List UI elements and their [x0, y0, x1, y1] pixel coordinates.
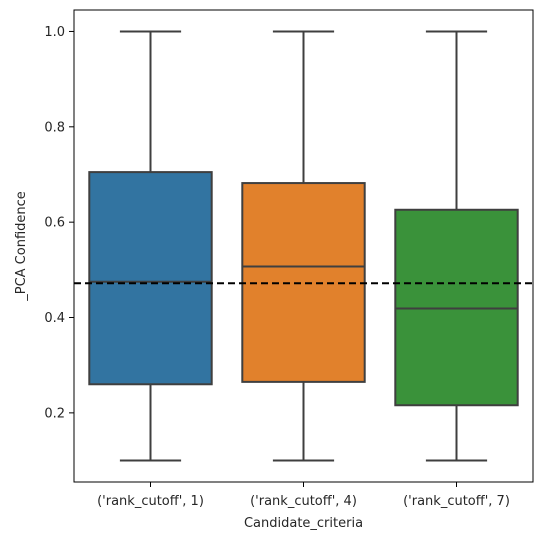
x-tick-label: ('rank_cutoff', 7) — [403, 494, 510, 509]
y-tick-label: 0.4 — [44, 311, 65, 326]
x-tick-label: ('rank_cutoff', 1) — [97, 494, 204, 509]
box-iqr — [241, 182, 366, 383]
y-tick-label: 1.0 — [44, 25, 65, 40]
box-group-1 — [88, 30, 213, 462]
y-tick-label: 0.2 — [44, 406, 65, 421]
x-tick-label: ('rank_cutoff', 4) — [250, 494, 357, 509]
box-iqr — [88, 171, 213, 386]
y-tick-label: 0.6 — [44, 216, 65, 231]
plot-area — [74, 30, 533, 462]
box-group-2 — [241, 30, 366, 462]
y-tick-label: 0.8 — [44, 120, 65, 135]
box-group-3 — [394, 30, 519, 462]
x-axis-label: Candidate_criteria — [244, 516, 363, 531]
y-axis-label: _PCA Confidence — [14, 191, 29, 302]
axes: 0.2 0.4 0.6 0.8 1.0 ('rank_cutoff', 1) ('rank_… — [44, 9, 534, 509]
